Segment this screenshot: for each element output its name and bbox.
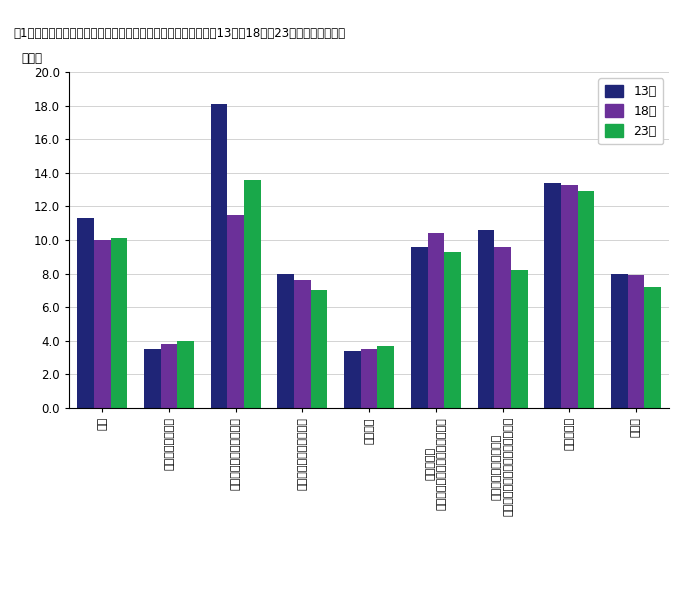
Text: （％）: （％） <box>21 52 42 65</box>
Bar <box>411 247 428 408</box>
Bar <box>561 185 578 408</box>
Text: 図1　「学習・自己啓発・訓練」の種類別行動者率の推移（平成13年、18年、23年）　－京都府－: 図1 「学習・自己啓発・訓練」の種類別行動者率の推移（平成13年、18年、23年… <box>14 27 346 40</box>
Bar <box>277 274 294 408</box>
Bar <box>578 191 594 408</box>
Bar <box>611 274 628 408</box>
Bar <box>228 215 244 408</box>
Bar <box>361 349 377 408</box>
Bar <box>644 287 661 408</box>
Bar <box>244 179 261 408</box>
Bar <box>628 275 644 408</box>
Bar <box>344 351 361 408</box>
Bar <box>294 280 310 408</box>
Bar <box>428 233 444 408</box>
Bar <box>210 104 228 408</box>
Bar <box>77 218 94 408</box>
Bar <box>544 183 561 408</box>
Bar <box>94 240 110 408</box>
Bar <box>144 349 161 408</box>
Bar <box>511 270 528 408</box>
Bar <box>494 247 511 408</box>
Bar <box>310 290 328 408</box>
Bar <box>110 238 128 408</box>
Bar <box>477 230 494 408</box>
Bar <box>444 252 461 408</box>
Bar <box>177 341 194 408</box>
Legend: 13年, 18年, 23年: 13年, 18年, 23年 <box>598 78 663 144</box>
Bar <box>377 346 394 408</box>
Bar <box>161 344 177 408</box>
